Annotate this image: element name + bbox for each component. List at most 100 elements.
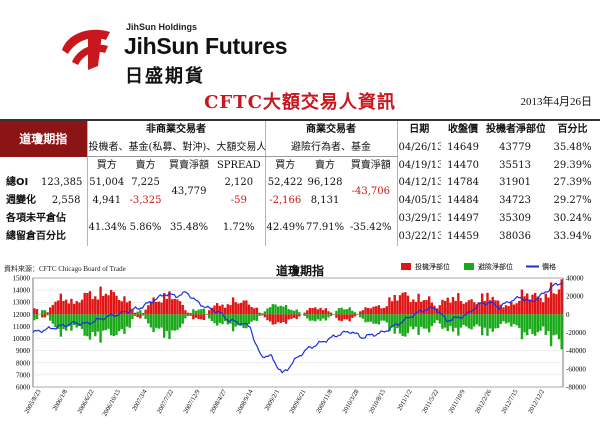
right-tick-label: 20000 [566, 293, 584, 301]
hedger-bar [420, 314, 423, 327]
hedger-bar [552, 314, 555, 336]
pct-nc-net: 35.48% [169, 222, 209, 233]
legend-swatch [401, 263, 411, 270]
speculator-bar [83, 292, 86, 315]
speculator-bar [557, 289, 561, 315]
history-pct: 29.27% [553, 195, 592, 206]
hedger-bar [457, 314, 460, 336]
history-close: 14784 [447, 177, 479, 188]
hedger-bar [51, 314, 55, 324]
hedger-bar [367, 314, 370, 322]
hedger-bar [329, 314, 333, 317]
speculator-bar [104, 293, 108, 315]
hedger-bar [462, 314, 465, 325]
hedger-bar [242, 314, 245, 329]
speculator-bar [520, 289, 524, 315]
right-tick-label: -40000 [566, 347, 586, 355]
hedger-bar [483, 314, 487, 328]
noncomm-subheader: 投機者、基金(私募、對沖)、大額交易人 [86, 139, 266, 157]
hedger-bar [133, 314, 137, 316]
hedger-bar [298, 312, 301, 315]
hedger-bar [528, 314, 532, 330]
hedger-bar [372, 314, 375, 324]
col-nc-spread: SPREAD [216, 160, 261, 171]
speculator-bar [425, 299, 428, 315]
speculator-bar [433, 305, 436, 315]
pct-nc-buy: 41.34% [86, 210, 127, 246]
speculator-bar [306, 310, 309, 315]
hedger-bar [430, 314, 434, 327]
speculator-bar [478, 302, 481, 315]
hedger-bar [266, 308, 269, 315]
speculator-bar [324, 308, 328, 315]
speculator-bar [321, 310, 325, 315]
pct-c-sell: 77.91% [306, 222, 345, 233]
history-net: 31901 [499, 177, 531, 188]
hedger-bar [536, 314, 540, 333]
hedger-bar [361, 314, 365, 319]
hedger-bar [380, 314, 383, 321]
x-tick-label: 2007/7/22 [156, 389, 175, 415]
hedger-bar [316, 314, 320, 320]
hedger-bar [422, 314, 426, 329]
hedger-bar [194, 310, 198, 315]
speculator-bar [80, 299, 84, 315]
speculator-bar [319, 307, 322, 315]
speculator-bar [250, 306, 253, 315]
speculator-bar [443, 300, 447, 315]
hedger-bar [33, 314, 36, 321]
hedger-bar [49, 314, 52, 321]
x-tick-label: 2012/7/15 [500, 389, 519, 415]
hedger-bar [549, 314, 553, 347]
speculator-bar [449, 302, 452, 315]
c-buy-change: -2,166 [264, 192, 306, 210]
speculator-bar [115, 295, 118, 315]
history-pct: 35.48% [553, 142, 592, 154]
legend-label: 價格 [542, 262, 556, 271]
hedger-bar [526, 314, 529, 336]
hedger-bar [465, 314, 468, 327]
speculator-bar [41, 314, 44, 318]
right-tick-label: 0 [566, 311, 570, 319]
speculator-bar [406, 295, 410, 315]
hedger-bar [136, 311, 139, 315]
brand-holdings: JihSun Holdings [126, 22, 197, 32]
left-tick-label: 8000 [16, 359, 31, 367]
speculator-bar [369, 308, 373, 315]
speculator-bar [398, 295, 402, 315]
hedger-bar [64, 314, 68, 331]
hedger-bar [258, 314, 261, 316]
speculator-bar [234, 302, 237, 315]
hedger-bar [319, 314, 322, 321]
nc-sell-oi: 7,225 [131, 177, 160, 188]
speculator-bar [467, 300, 471, 315]
col-c-sell: 賣方 [315, 160, 336, 171]
speculator-bar [168, 291, 171, 315]
speculator-bar [385, 306, 388, 315]
hedger-bar [337, 308, 341, 315]
speculator-bar [539, 297, 542, 315]
hedger-bar [417, 314, 420, 335]
speculator-bar [427, 296, 431, 315]
speculator-bar [147, 305, 150, 315]
hedger-bar [539, 314, 542, 331]
hedger-bar [255, 314, 259, 321]
col-c-net: 買賣淨額 [350, 160, 391, 171]
hedger-bar [374, 314, 378, 324]
hedger-bar [184, 314, 187, 319]
hedger-bar [213, 314, 216, 324]
pct-c-net: -35.42% [350, 222, 392, 233]
speculator-bar [348, 314, 351, 322]
hedger-bar [88, 314, 92, 340]
hedger-bar [311, 314, 314, 321]
hedger-bar [512, 314, 516, 325]
hedger-bar [83, 314, 86, 336]
speculator-bar [298, 314, 301, 317]
history-header-pct: 百分比 [557, 124, 588, 135]
hedger-bar [117, 314, 121, 332]
hedger-bar [412, 314, 415, 330]
hedger-bar [120, 314, 123, 330]
hedger-bar [475, 314, 479, 325]
speculator-bar [43, 314, 47, 318]
hedger-bar [396, 314, 399, 329]
